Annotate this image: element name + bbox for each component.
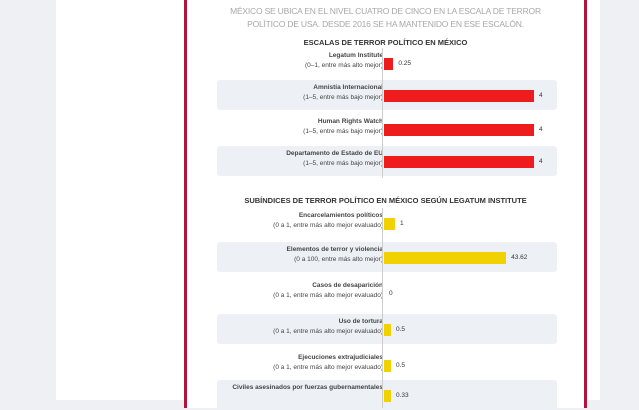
value-label: 4 xyxy=(539,92,543,99)
chart-row: Encarcelamientos políticos (0 a 1, entre … xyxy=(217,208,557,238)
intro-line-2: POLÍTICO DE USA. DESDE 2016 SE HA MANTEN… xyxy=(247,19,524,29)
chart-row: Ejecuciones extrajudiciales (0 a 1, entre… xyxy=(217,350,557,380)
value-label: 0.25 xyxy=(398,60,412,67)
row-label: Amnistía Internacional (1–5, entre más ba… xyxy=(303,83,383,103)
row-label: Casos de desaparición (0 a 1, entre más a… xyxy=(273,281,383,301)
row-note: (0 a 1, entre más alto mejor evaluado) xyxy=(273,292,383,299)
chart-row: Departamento de Estado de EU (1–5, entre … xyxy=(217,146,557,176)
value-label: 43.62 xyxy=(511,254,528,261)
row-note: (0 a 100, entre más alto mejor) xyxy=(294,256,383,263)
row-label: Civiles asesinados por fuerzas gubername… xyxy=(232,383,383,393)
row-label: Human Rights Watch (1–5, entre más bajo m… xyxy=(303,117,383,137)
value-label: 4 xyxy=(539,158,543,165)
value-label: 0.33 xyxy=(396,392,409,399)
chart-row: Human Rights Watch (1–5, entre más bajo m… xyxy=(217,114,557,144)
row-label: Elementos de terror y violencia (0 a 100,… xyxy=(287,245,383,265)
row-name: Legatum Institute xyxy=(328,52,383,59)
row-name: Elementos de terror y violencia xyxy=(286,246,383,253)
chart-row: Casos de desaparición (0 a 1, entre más a… xyxy=(217,278,557,308)
value-label: 0.5 xyxy=(396,362,406,369)
chart-row: Elementos de terror y violencia (0 a 100,… xyxy=(217,242,557,272)
row-label: Departamento de Estado de EU (1–5, entre … xyxy=(286,149,383,169)
bar xyxy=(384,218,395,230)
value-label: 1 xyxy=(400,220,404,227)
bar xyxy=(384,252,507,264)
infographic: MÉXICO SE UBICA EN EL NIVEL CUATRO DE CI… xyxy=(184,0,587,410)
row-name: Casos de desaparición xyxy=(312,282,383,289)
row-label: Encarcelamientos políticos (0 a 1, entre … xyxy=(273,211,383,231)
row-note: (0 a 1, entre más alto mejor evaluado) xyxy=(273,328,383,335)
row-name: Uso de tortura xyxy=(338,318,383,325)
row-name: Encarcelamientos políticos xyxy=(298,212,383,219)
chart-row: Amnistía Internacional (1–5, entre más ba… xyxy=(217,80,557,110)
chart1-title: ESCALAS DE TERROR POLÍTICO EN MÉXICO xyxy=(303,38,468,47)
post-card: MÉXICO SE UBICA EN EL NIVEL CUATRO DE CI… xyxy=(56,0,600,410)
bar xyxy=(384,390,391,402)
row-name: Departamento de Estado de EU xyxy=(286,150,383,157)
row-note: (1–5, entre más bajo mejor) xyxy=(303,160,383,167)
intro-line-1: MÉXICO SE UBICA EN EL NIVEL CUATRO DE CI… xyxy=(230,6,541,16)
row-note: (0 a 1, entre más alto mejor evaluado) xyxy=(273,364,383,371)
axis-line xyxy=(382,208,383,408)
row-label: Uso de tortura (0 a 1, entre más alto mej… xyxy=(273,317,383,337)
chart2-title: SUBÍNDICES DE TERROR POLÍTICO EN MÉXICO … xyxy=(244,196,527,205)
row-name: Ejecuciones extrajudiciales xyxy=(298,354,383,361)
chart-row: Uso de tortura (0 a 1, entre más alto mej… xyxy=(217,314,557,344)
value-label: 0 xyxy=(389,290,393,297)
chart-row: Legatum Institute (0–1, entre más alto me… xyxy=(217,48,557,78)
bar xyxy=(384,324,391,336)
chart-row: Civiles asesinados por fuerzas gubername… xyxy=(217,380,557,410)
bar xyxy=(384,124,534,136)
bar xyxy=(384,90,534,102)
bar xyxy=(384,58,394,70)
axis-line xyxy=(382,48,383,178)
value-label: 4 xyxy=(539,126,543,133)
row-note: (1–5, entre más bajo mejor) xyxy=(303,94,383,101)
row-label: Ejecuciones extrajudiciales (0 a 1, entre… xyxy=(273,353,383,373)
row-name: Civiles asesinados por fuerzas gubername… xyxy=(232,384,383,391)
row-note: (0 a 1, entre más alto mejor evaluado) xyxy=(273,222,383,229)
row-note: (0–1, entre más alto mejor) xyxy=(304,62,383,69)
row-name: Human Rights Watch xyxy=(317,118,383,125)
bar xyxy=(384,360,391,372)
bar xyxy=(384,156,534,168)
row-note: (1–5, entre más bajo mejor) xyxy=(303,128,383,135)
value-label: 0.5 xyxy=(396,326,406,333)
row-name: Amnistía Internacional xyxy=(313,84,383,91)
row-label: Legatum Institute (0–1, entre más alto me… xyxy=(305,51,383,71)
